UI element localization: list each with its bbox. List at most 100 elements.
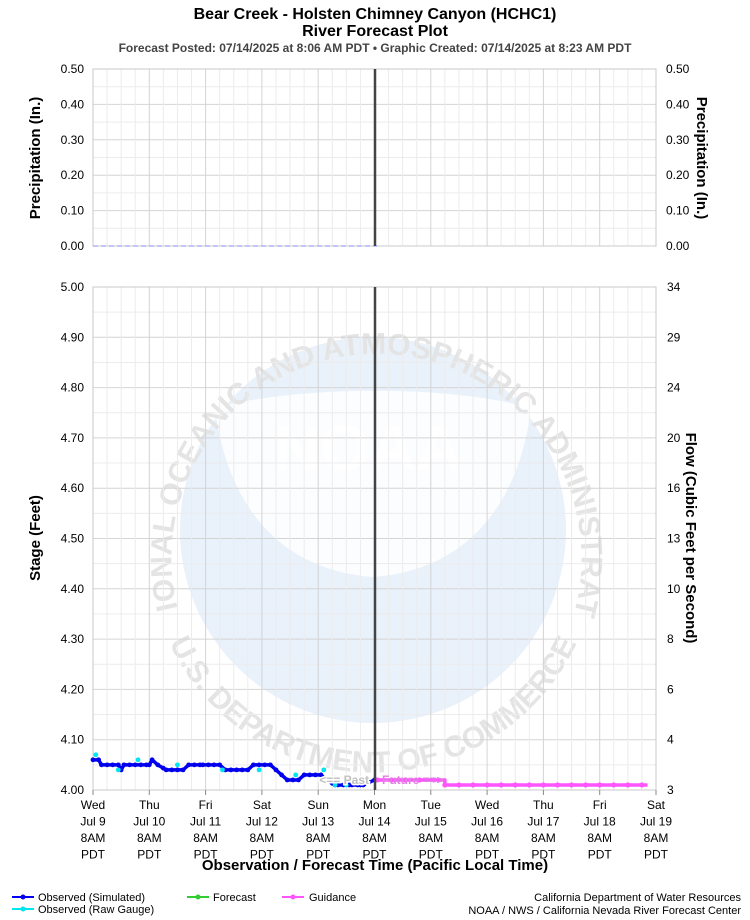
guidance-point — [416, 777, 423, 783]
x-tick-label: Jul 10 — [133, 815, 165, 829]
stage-tick-label: 4.80 — [61, 381, 85, 395]
precip-right-tick-label: 0.10 — [666, 204, 690, 218]
x-tick-label: Jul 19 — [640, 815, 672, 829]
x-tick-label: 8AM — [644, 831, 669, 845]
observed-simulated-point — [104, 762, 110, 768]
precip-left-tick-label: 0.30 — [61, 133, 85, 147]
observed-simulated-point — [180, 767, 186, 773]
x-tick-label: 8AM — [193, 831, 218, 845]
observed-simulated-point — [211, 762, 217, 768]
observed-simulated-point — [228, 767, 234, 773]
stage-tick-label: 4.30 — [61, 632, 85, 646]
flow-tick-label: 8 — [667, 632, 674, 646]
legend-item-observed-simulated: Observed (Simulated) — [12, 892, 145, 904]
x-tick-label: PDT — [81, 848, 106, 862]
stage-tick-label: 4.20 — [61, 682, 85, 696]
stage-tick-label: 4.60 — [61, 481, 85, 495]
x-tick-label: PDT — [250, 848, 275, 862]
precip-left-tick-label: 0.20 — [61, 168, 85, 182]
future-label: Future ==> — [382, 773, 444, 787]
flow-tick-label: 34 — [667, 280, 681, 294]
flow-tick-label: 16 — [667, 481, 681, 495]
legend-swatch-marker — [20, 894, 26, 900]
x-tick-label: Thu — [139, 798, 160, 812]
watermark-gull — [215, 390, 531, 577]
observed-simulated-point — [290, 777, 296, 783]
guidance-point — [540, 782, 547, 788]
observed-simulated-point — [324, 777, 330, 783]
precip-right-tick-label: 0.40 — [666, 97, 690, 111]
raw-gauge-point — [321, 767, 327, 773]
x-tick-label: Jul 15 — [415, 815, 447, 829]
precip-right-tick-label: 0.30 — [666, 133, 690, 147]
legend-item-observed-raw-gauge: Observed (Raw Gauge) — [12, 904, 154, 916]
stage-left-tick-labels: 4.00 4.10 4.20 4.30 4.40 4.50 4.60 4.70 4.80 4.90… — [61, 280, 85, 797]
legend-swatch-marker — [195, 894, 201, 900]
guidance-point — [611, 782, 617, 788]
x-tick-label: Fri — [199, 798, 213, 812]
legend-item-forecast: Forecast — [187, 892, 256, 904]
stage-panel: 4.00 4.10 4.20 4.30 4.40 4.50 4.60 4.70 4.80 4.90… — [27, 280, 699, 874]
raw-gauge-point — [93, 752, 99, 758]
observed-simulated-point — [245, 767, 251, 773]
precip-left-tick-label: 0.50 — [61, 62, 85, 76]
precipitation-right-axis-label: Precipitation (In.) — [693, 97, 710, 220]
observed-simulated-point — [186, 762, 192, 768]
x-tick-label: Thu — [533, 798, 554, 812]
flow-tick-label: 4 — [667, 733, 674, 747]
stage-tick-label: 4.50 — [61, 532, 85, 546]
observed-simulated-point — [312, 772, 318, 778]
observed-simulated-point — [115, 762, 121, 768]
raw-gauge-point — [115, 767, 121, 773]
x-tick-label: PDT — [531, 848, 556, 862]
chart-title-line2: River Forecast Plot — [302, 23, 449, 40]
precip-left-tick-label: 0.40 — [61, 97, 85, 111]
stage-tick-label: 4.90 — [61, 330, 85, 344]
flow-tick-label: 24 — [667, 381, 681, 395]
x-tick-label: PDT — [363, 848, 388, 862]
observed-simulated-point — [301, 772, 307, 778]
stage-tick-label: 4.00 — [61, 783, 85, 797]
guidance-point — [388, 777, 394, 783]
observed-simulated-point — [267, 762, 273, 768]
observed-simulated-point — [132, 762, 138, 768]
observed-simulated-point — [99, 762, 104, 768]
observed-simulated-point — [149, 757, 155, 763]
x-tick-label: Sun — [308, 798, 329, 812]
time-axis-label: Observation / Forecast Time (Pacific Loc… — [202, 857, 548, 874]
observed-simulated-point — [206, 762, 211, 768]
guidance-point — [554, 782, 561, 788]
guidance-point — [526, 782, 532, 788]
past-label-halo: <== Past — [319, 773, 369, 787]
x-tick-label: PDT — [419, 848, 444, 862]
guidance-point — [498, 782, 504, 788]
raw-gauge-point — [220, 767, 225, 773]
guidance-point — [568, 782, 575, 788]
x-tick-label: Jul 18 — [584, 815, 616, 829]
precip-right-tick-label: 0.50 — [666, 62, 690, 76]
x-tick-label: Wed — [475, 798, 499, 812]
x-tick-label: PDT — [475, 848, 500, 862]
x-tick-label: Jul 9 — [80, 815, 106, 829]
observed-simulated-point — [191, 762, 197, 768]
observed-simulated-point — [146, 762, 152, 768]
x-tick-label: Mon — [363, 798, 386, 812]
x-tick-label: 8AM — [362, 831, 387, 845]
flow-tick-label: 13 — [667, 532, 681, 546]
x-tick-label: PDT — [194, 848, 219, 862]
precipitation-left-axis-label: Precipitation (In.) — [27, 97, 44, 220]
credit-line1: California Department of Water Resources — [534, 892, 741, 904]
legend-label: Observed (Simulated) — [38, 892, 145, 904]
x-tick-label: PDT — [306, 848, 331, 862]
observed-simulated-point — [138, 762, 144, 768]
x-tick-label: Wed — [81, 798, 105, 812]
x-tick-label: Jul 16 — [471, 815, 503, 829]
x-tick-label: 8AM — [250, 831, 275, 845]
watermark-logo-text: NOAA — [274, 412, 462, 484]
x-tick-label: Jul 13 — [302, 815, 334, 829]
guidance-point — [431, 777, 437, 783]
observed-simulated-point — [256, 762, 262, 768]
x-tick-label: 8AM — [306, 831, 331, 845]
flow-tick-label: 6 — [667, 682, 674, 696]
